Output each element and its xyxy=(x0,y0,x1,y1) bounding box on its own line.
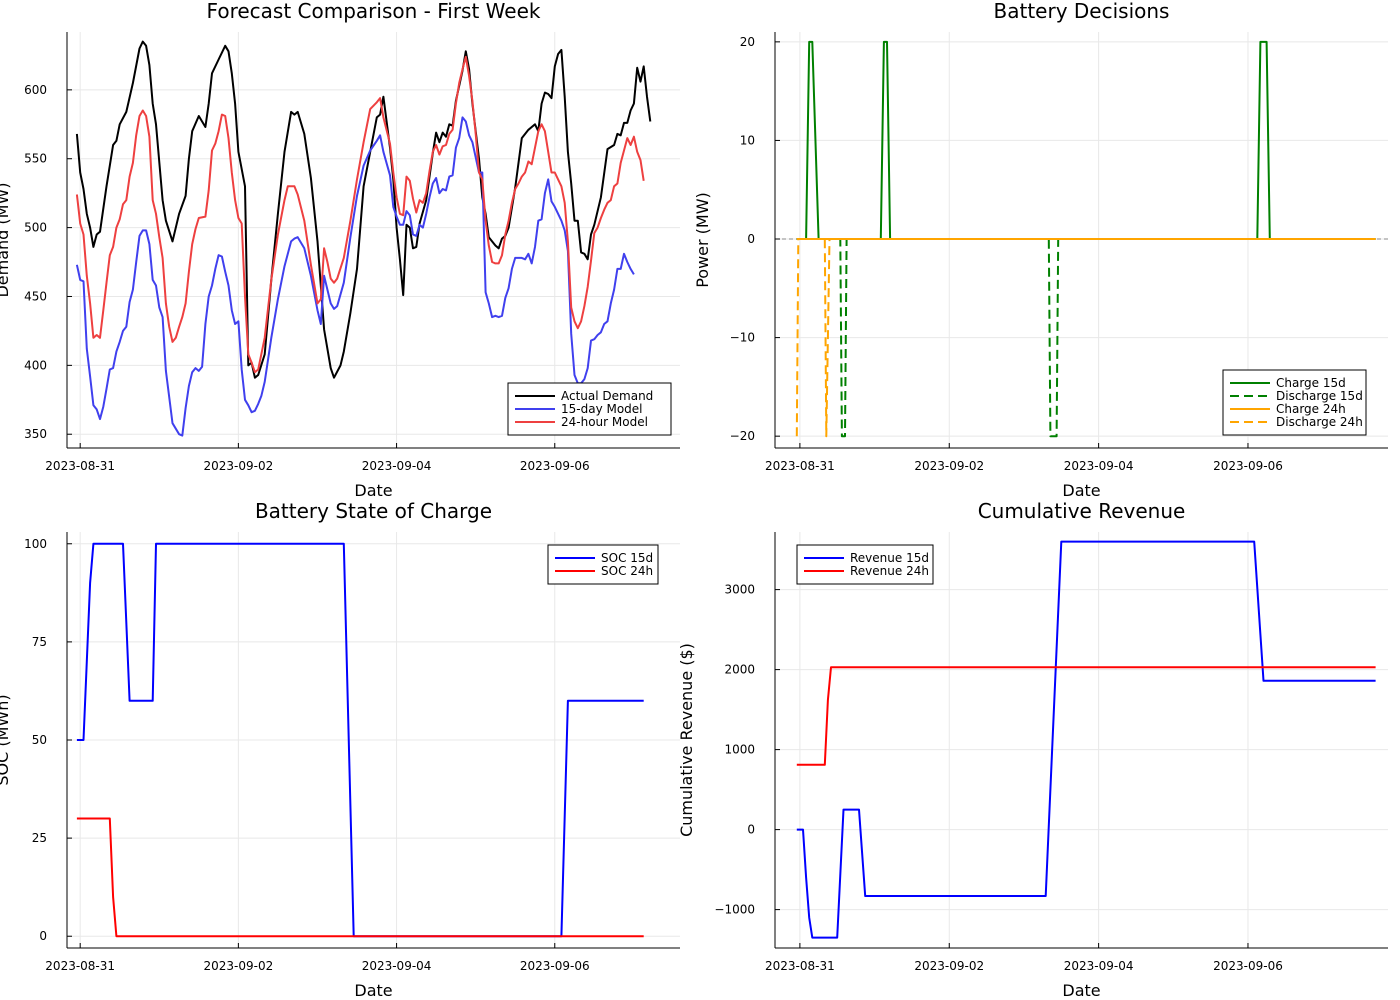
legend-label: SOC 24h xyxy=(601,564,653,578)
series-line-2 xyxy=(75,116,635,437)
series-line-1 xyxy=(796,540,1376,939)
y-tick-label: 550 xyxy=(24,152,47,166)
y-tick-label: 100 xyxy=(24,537,47,551)
y-tick-label: −1000 xyxy=(714,903,755,917)
chart-title: Cumulative Revenue xyxy=(978,499,1186,523)
legend-label: Charge 24h xyxy=(1276,402,1346,416)
series-line-4 xyxy=(795,238,1376,438)
y-axis-label: Cumulative Revenue ($) xyxy=(677,643,696,837)
x-tick-label: 2023-08-31 xyxy=(45,959,115,973)
x-tick-label: 2023-09-06 xyxy=(1213,459,1283,473)
x-tick-label: 2023-08-31 xyxy=(765,459,835,473)
x-tick-label: 2023-09-02 xyxy=(914,959,984,973)
x-tick-label: 2023-09-06 xyxy=(1213,959,1283,973)
x-tick-label: 2023-09-02 xyxy=(204,459,274,473)
legend-label: Revenue 15d xyxy=(850,551,929,565)
x-axis-label: Date xyxy=(1062,981,1100,1000)
x-tick-label: 2023-09-04 xyxy=(1064,959,1134,973)
series-line-1 xyxy=(796,40,1376,240)
y-tick-label: 0 xyxy=(747,823,755,837)
y-tick-label: 450 xyxy=(24,289,47,303)
legend-label: Discharge 24h xyxy=(1276,415,1363,429)
x-tick-label: 2023-09-04 xyxy=(1064,459,1134,473)
y-tick-label: 0 xyxy=(747,232,755,246)
y-tick-label: 2000 xyxy=(724,663,755,677)
y-tick-label: 50 xyxy=(32,733,47,747)
y-tick-label: 20 xyxy=(740,35,755,49)
y-tick-label: 75 xyxy=(32,635,47,649)
legend-box xyxy=(1222,369,1367,436)
series-line-1 xyxy=(75,40,652,379)
y-tick-label: 350 xyxy=(24,427,47,441)
legend-label: Discharge 15d xyxy=(1276,389,1363,403)
x-tick-label: 2023-09-04 xyxy=(362,959,432,973)
legend-box xyxy=(547,544,659,585)
x-tick-label: 2023-08-31 xyxy=(765,959,835,973)
y-tick-label: 500 xyxy=(24,221,47,235)
y-tick-label: 1000 xyxy=(724,743,755,757)
legend-box xyxy=(796,544,934,585)
series-line-2 xyxy=(796,238,1376,438)
legend-label: Actual Demand xyxy=(561,389,653,403)
chart-title: Battery State of Charge xyxy=(255,499,492,523)
x-tick-label: 2023-09-06 xyxy=(520,959,590,973)
y-axis-label: Demand (MW) xyxy=(0,182,12,297)
y-tick-label: 10 xyxy=(740,133,755,147)
x-tick-label: 2023-08-31 xyxy=(45,459,115,473)
x-axis-label: Date xyxy=(1062,481,1100,500)
y-tick-label: −10 xyxy=(730,331,755,345)
y-axis-label: SOC (MWh) xyxy=(0,694,12,785)
series-line-3 xyxy=(75,55,645,374)
chart-panel-1: 2023-08-31 2023-09-02 2023-09-04 2023-09-06… xyxy=(0,0,680,500)
legend-label: Revenue 24h xyxy=(850,564,929,578)
y-tick-label: 0 xyxy=(39,929,47,943)
series-line-2 xyxy=(76,817,644,938)
chart-panel-2: 2023-08-31 2023-09-02 2023-09-04 2023-09-06… xyxy=(693,0,1388,500)
x-axis-label: Date xyxy=(354,981,392,1000)
x-tick-label: 2023-09-04 xyxy=(362,459,432,473)
chart-title: Forecast Comparison - First Week xyxy=(207,0,541,23)
legend-label: SOC 15d xyxy=(601,551,653,565)
y-tick-label: 600 xyxy=(24,83,47,97)
chart-title: Battery Decisions xyxy=(994,0,1170,23)
x-axis-label: Date xyxy=(354,481,392,500)
x-tick-label: 2023-09-06 xyxy=(520,459,590,473)
legend-label: 15-day Model xyxy=(561,402,643,416)
x-tick-label: 2023-09-02 xyxy=(914,459,984,473)
y-tick-label: 25 xyxy=(32,831,47,845)
series-line-2 xyxy=(796,666,1376,766)
y-tick-label: 400 xyxy=(24,358,47,372)
legend-label: Charge 15d xyxy=(1276,376,1346,390)
chart-panel-3: 2023-08-31 2023-09-02 2023-09-04 2023-09-06… xyxy=(0,499,680,1000)
legend-label: 24-hour Model xyxy=(561,415,648,429)
x-tick-label: 2023-09-02 xyxy=(204,959,274,973)
y-tick-label: 3000 xyxy=(724,583,755,597)
y-tick-label: −20 xyxy=(730,429,755,443)
chart-panel-4: 2023-08-31 2023-09-02 2023-09-04 2023-09-06… xyxy=(677,499,1388,1000)
y-axis-label: Power (MW) xyxy=(693,192,712,288)
